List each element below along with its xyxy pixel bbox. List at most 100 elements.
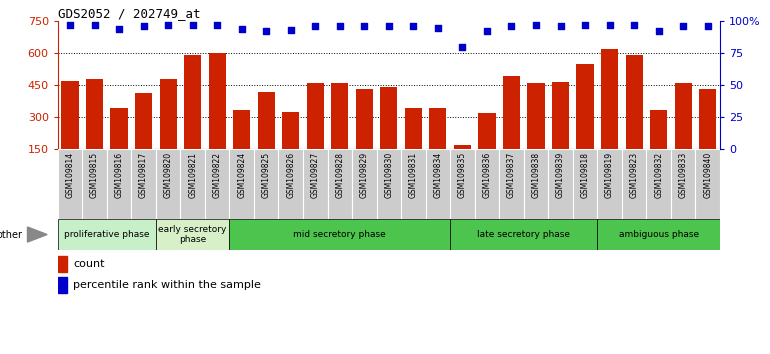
Text: GSM109825: GSM109825 xyxy=(262,152,271,198)
Text: GSM109838: GSM109838 xyxy=(531,152,541,198)
Point xyxy=(309,23,321,29)
Point xyxy=(383,23,395,29)
Bar xyxy=(622,149,646,219)
Text: GSM109823: GSM109823 xyxy=(630,152,638,198)
Bar xyxy=(62,81,79,149)
Bar xyxy=(58,219,156,250)
Point xyxy=(628,22,641,28)
Point xyxy=(530,22,542,28)
Bar xyxy=(205,149,229,219)
Bar xyxy=(699,89,716,149)
Text: ambiguous phase: ambiguous phase xyxy=(618,230,698,239)
Bar xyxy=(229,219,450,250)
Bar xyxy=(380,87,397,149)
Bar xyxy=(82,149,107,219)
Text: GSM109815: GSM109815 xyxy=(90,152,99,198)
Bar xyxy=(527,83,544,149)
Bar xyxy=(573,149,598,219)
Bar xyxy=(646,149,671,219)
Text: mid secretory phase: mid secretory phase xyxy=(293,230,387,239)
Point xyxy=(358,23,370,29)
Bar xyxy=(282,112,300,149)
Text: GSM109821: GSM109821 xyxy=(188,152,197,198)
Point xyxy=(186,22,199,28)
Bar xyxy=(58,149,82,219)
Bar xyxy=(401,149,426,219)
Bar xyxy=(503,76,520,149)
Bar xyxy=(675,83,691,149)
Bar xyxy=(450,219,598,250)
Bar xyxy=(229,149,254,219)
Bar xyxy=(58,277,68,293)
Bar xyxy=(86,79,103,149)
Bar xyxy=(601,49,618,149)
Bar xyxy=(279,149,303,219)
Point xyxy=(162,22,174,28)
Bar xyxy=(258,92,275,149)
Bar xyxy=(159,79,176,149)
Point xyxy=(457,44,469,50)
Bar xyxy=(499,149,524,219)
Text: GSM109840: GSM109840 xyxy=(703,152,712,199)
Text: GSM109826: GSM109826 xyxy=(286,152,295,198)
Text: GSM109814: GSM109814 xyxy=(65,152,75,198)
Text: other: other xyxy=(0,229,23,240)
Bar xyxy=(156,149,180,219)
Bar xyxy=(303,149,327,219)
Point xyxy=(89,22,101,28)
Bar xyxy=(107,149,132,219)
Text: GSM109839: GSM109839 xyxy=(556,152,565,199)
Point xyxy=(432,25,444,30)
Bar xyxy=(254,149,279,219)
Bar xyxy=(352,149,377,219)
Text: GSM109830: GSM109830 xyxy=(384,152,393,199)
Text: GSM109818: GSM109818 xyxy=(581,152,590,198)
Text: GSM109824: GSM109824 xyxy=(237,152,246,198)
Text: GSM109833: GSM109833 xyxy=(678,152,688,199)
Text: GSM109831: GSM109831 xyxy=(409,152,418,198)
Text: GSM109832: GSM109832 xyxy=(654,152,663,198)
Point xyxy=(407,23,420,29)
Bar xyxy=(426,149,450,219)
Bar xyxy=(209,53,226,149)
Point xyxy=(285,27,297,33)
Bar xyxy=(331,83,348,149)
Point xyxy=(113,26,126,32)
Point xyxy=(260,29,273,34)
Bar xyxy=(625,55,643,149)
Bar xyxy=(132,149,156,219)
Text: GSM109836: GSM109836 xyxy=(483,152,491,199)
Text: GDS2052 / 202749_at: GDS2052 / 202749_at xyxy=(58,7,200,20)
Bar xyxy=(577,64,594,149)
Bar xyxy=(478,113,496,149)
Point xyxy=(211,22,223,28)
Bar xyxy=(548,149,573,219)
Text: GSM109827: GSM109827 xyxy=(311,152,320,198)
Point xyxy=(137,23,149,29)
Point xyxy=(64,22,76,28)
Text: GSM109820: GSM109820 xyxy=(163,152,172,198)
Text: GSM109835: GSM109835 xyxy=(458,152,467,199)
Text: GSM109837: GSM109837 xyxy=(507,152,516,199)
Point xyxy=(480,29,493,34)
Bar xyxy=(405,108,422,149)
Point xyxy=(652,29,665,34)
Text: GSM109829: GSM109829 xyxy=(360,152,369,198)
Bar xyxy=(306,83,324,149)
Point xyxy=(579,22,591,28)
Text: GSM109819: GSM109819 xyxy=(605,152,614,198)
Point xyxy=(604,22,616,28)
Bar xyxy=(58,256,68,272)
Bar xyxy=(450,149,474,219)
Point xyxy=(236,26,248,32)
Point xyxy=(701,23,714,29)
Bar xyxy=(598,149,622,219)
Text: early secretory
phase: early secretory phase xyxy=(159,225,227,244)
Bar xyxy=(695,149,720,219)
Bar xyxy=(156,219,229,250)
Bar xyxy=(650,110,668,149)
Point xyxy=(554,23,567,29)
Polygon shape xyxy=(28,227,47,242)
Text: GSM109828: GSM109828 xyxy=(335,152,344,198)
Bar xyxy=(474,149,499,219)
